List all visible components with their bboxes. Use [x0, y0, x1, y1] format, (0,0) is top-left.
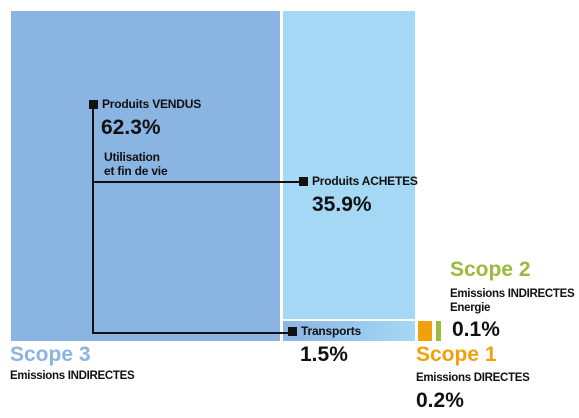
marker-transports: [288, 327, 297, 336]
scope1-value: 0.2%: [416, 389, 464, 412]
label-produits-achetes: Produits ACHETES: [312, 174, 418, 188]
connector-to-transports: [92, 332, 290, 334]
value-transports: 1.5%: [300, 343, 348, 366]
block-produits-vendus: [11, 11, 280, 341]
scope2-title: Scope 2: [450, 258, 531, 281]
block-produits-achetes: [283, 11, 415, 319]
scope2-value: 0.1%: [452, 318, 500, 341]
label-transports: Transports: [301, 324, 362, 338]
marker-produits-achetes: [299, 177, 308, 186]
scope1-title: Scope 1: [416, 343, 497, 366]
note-utilisation: Utilisation et fin de vie: [104, 150, 168, 178]
connector-to-achetes: [92, 181, 302, 183]
value-produits-achetes: 35.9%: [312, 193, 372, 216]
value-produits-vendus: 62.3%: [101, 116, 161, 139]
scope3-subtitle: Emissions INDIRECTES: [10, 370, 135, 382]
block-transports: [283, 321, 415, 341]
connector-vertical: [92, 104, 94, 334]
label-produits-vendus: Produits VENDUS: [102, 97, 202, 111]
scope3-title: Scope 3: [10, 343, 91, 366]
scope1-subtitle: Emissions DIRECTES: [416, 372, 530, 384]
block-scope2: [436, 321, 441, 341]
marker-produits-vendus: [89, 100, 98, 109]
scope2-subtitle: Emissions INDIRECTES Energie: [450, 288, 575, 314]
block-scope1: [418, 321, 432, 341]
